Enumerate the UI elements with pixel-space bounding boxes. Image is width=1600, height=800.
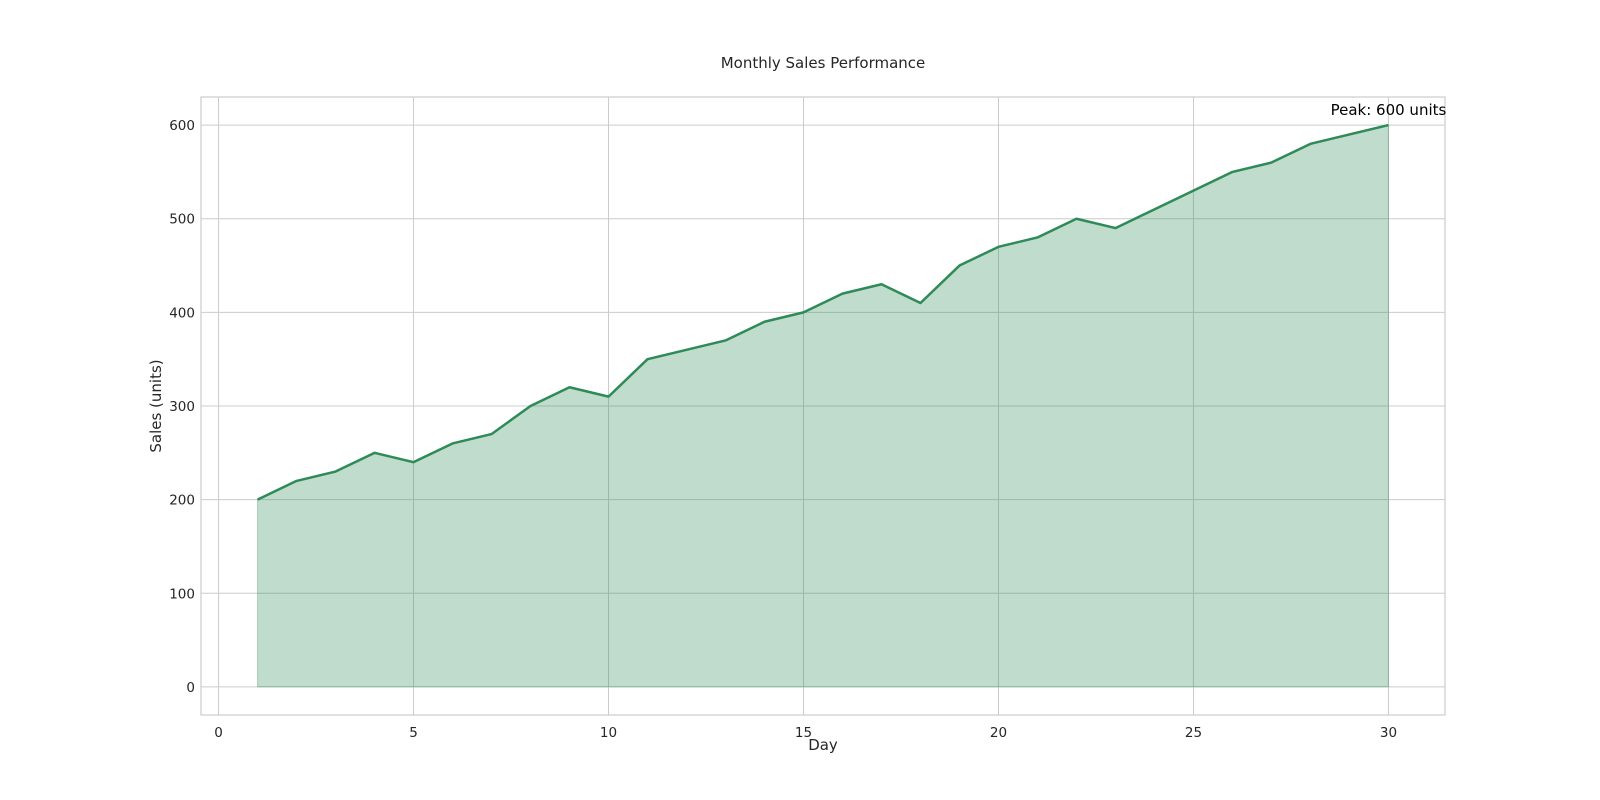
y-axis-label: Sales (units): [147, 359, 165, 452]
y-tick-label-300: 300: [169, 399, 195, 415]
data-point-day-27: [1269, 161, 1273, 165]
plot-frame: [200, 96, 1446, 716]
data-point-day-10: [607, 395, 611, 399]
data-point-day-6: [451, 441, 455, 445]
data-point-day-15: [802, 310, 806, 314]
data-point-day-20: [996, 245, 1000, 249]
grid-layer: [201, 97, 1445, 715]
y-tick-label-100: 100: [169, 586, 195, 602]
y-tick-label-600: 600: [169, 118, 195, 134]
data-point-day-5: [412, 460, 416, 464]
y-tick-label-500: 500: [169, 212, 195, 228]
data-point-day-23: [1113, 226, 1117, 230]
x-tick-label-10: 10: [600, 725, 617, 741]
data-point-day-29: [1347, 132, 1351, 136]
sales-line-series-0: [257, 123, 1389, 501]
data-point-day-18: [918, 301, 922, 305]
data-point-day-14: [763, 320, 767, 324]
data-point-day-13: [724, 338, 728, 342]
x-tick-label-30: 30: [1380, 725, 1397, 741]
x-tick-label-15: 15: [795, 725, 812, 741]
data-point-day-8: [529, 404, 533, 408]
data-point-day-11: [646, 357, 650, 361]
x-tick-label-20: 20: [990, 725, 1007, 741]
peak-annotation: Peak: 600 units: [1331, 101, 1447, 119]
data-point-day-19: [957, 264, 961, 268]
data-point-day-26: [1230, 170, 1234, 174]
data-point-day-22: [1074, 217, 1078, 221]
x-axis-label: Day: [808, 736, 838, 754]
y-tick-label-200: 200: [169, 493, 195, 509]
data-point-day-12: [685, 348, 689, 352]
y-tick-label-400: 400: [169, 305, 195, 321]
data-point-day-1: [256, 498, 260, 502]
plot-frame-layer: [200, 96, 1446, 716]
data-point-day-7: [490, 432, 494, 436]
x-tick-label-5: 5: [409, 725, 418, 741]
data-point-day-21: [1035, 235, 1039, 239]
data-point-day-30: [1386, 123, 1390, 127]
data-point-day-2: [295, 479, 299, 483]
data-point-day-24: [1152, 207, 1156, 211]
data-point-day-3: [334, 470, 338, 474]
y-tick-label-0: 0: [186, 680, 195, 696]
data-point-day-4: [373, 451, 377, 455]
data-point-day-28: [1308, 142, 1312, 146]
data-point-day-25: [1191, 189, 1195, 193]
x-tick-label-0: 0: [214, 725, 223, 741]
data-point-day-17: [879, 282, 883, 286]
x-tick-label-25: 25: [1185, 725, 1202, 741]
chart-title: Monthly Sales Performance: [721, 54, 926, 72]
area-layer: [256, 123, 1390, 688]
data-point-day-9: [568, 385, 572, 389]
data-point-day-16: [840, 292, 844, 296]
